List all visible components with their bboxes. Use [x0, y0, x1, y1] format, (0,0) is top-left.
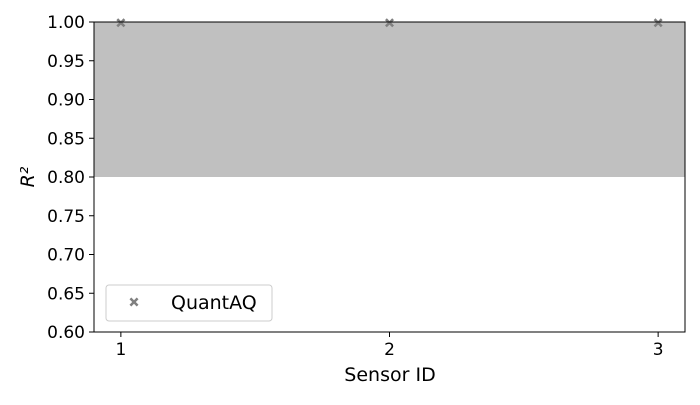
y-tick-label: 1.00 — [47, 13, 85, 33]
y-tick-label: 0.70 — [47, 246, 85, 266]
y-axis-label: R² — [17, 166, 39, 187]
y-axis-ticks: 0.60 0.65 0.70 0.75 0.80 0.85 0.90 0.95 1.00 — [47, 13, 94, 343]
y-tick-label: 0.85 — [47, 129, 85, 149]
x-tick-label: 1 — [115, 340, 126, 360]
x-axis-label: Sensor ID — [344, 364, 435, 386]
legend-label-quantaq: QuantAQ — [171, 292, 257, 314]
y-tick-label: 0.60 — [47, 323, 85, 343]
x-axis-ticks: 1 2 3 — [115, 332, 664, 360]
data-point-0-3 — [653, 18, 663, 28]
legend-marker-quantaq — [129, 297, 139, 307]
legend-marker-icon — [129, 297, 139, 307]
y-tick-label: 0.75 — [47, 207, 85, 227]
shaded-band-layer — [94, 22, 685, 177]
data-points-layer — [116, 18, 663, 28]
y-tick-label: 0.90 — [47, 91, 85, 111]
x-tick-label: 3 — [653, 340, 664, 360]
data-point-0-2 — [385, 18, 394, 28]
y-tick-label: 0.95 — [47, 52, 85, 72]
y-tick-label: 0.80 — [47, 168, 85, 188]
shaded-band — [94, 22, 685, 177]
x-tick-label: 2 — [384, 340, 395, 360]
legend: QuantAQ — [105, 284, 273, 322]
data-point-0-1 — [116, 18, 126, 28]
y-tick-label: 0.65 — [47, 284, 85, 304]
legend-box — [105, 284, 273, 322]
